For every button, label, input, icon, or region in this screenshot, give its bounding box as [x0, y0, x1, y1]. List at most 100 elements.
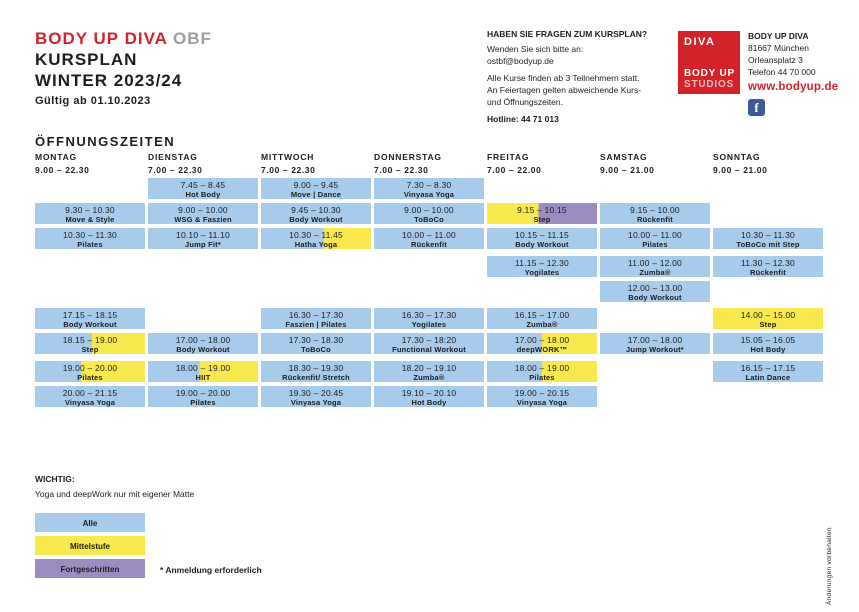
- questions-info1: Alle Kurse finden ab 3 Teilnehmern statt…: [487, 73, 640, 83]
- contact-street: Orleansplatz 3: [748, 55, 803, 65]
- opening-hours-heading: ÖFFNUNGSZEITEN: [35, 134, 176, 149]
- course-cell: 9.00 – 10.00 ToBoCo: [374, 203, 484, 224]
- course-time: 18.00 – 19.00: [175, 363, 231, 373]
- course-cell: 16.30 – 17.30 Faszien | Pilates: [261, 308, 371, 329]
- day-opening-hours: 9.00 – 21.00: [600, 165, 655, 175]
- facebook-icon: f: [748, 99, 765, 116]
- legend-fortgeschritten: Fortgeschritten: [35, 559, 145, 578]
- course-name: Body Workout: [63, 320, 117, 329]
- course-cell: 15.05 – 16.05 Hot Body: [713, 333, 823, 354]
- course-time: 9.45 – 10.30: [291, 205, 341, 215]
- course-cell: 14.00 – 15.00 Step: [713, 308, 823, 329]
- legend-mittelstufe: Mittelstufe: [35, 536, 145, 555]
- contact-name: BODY UP DIVA: [748, 31, 809, 41]
- brand-kursplan: KURSPLAN: [35, 50, 138, 69]
- course-cell: 9.30 – 10.30 Move & Style: [35, 203, 145, 224]
- course-cell: 10.15 – 11.15 Body Workout: [487, 228, 597, 249]
- course-cell: 17.00 – 18.00 Jump Workout*: [600, 333, 710, 354]
- legend-label: Fortgeschritten: [60, 565, 120, 574]
- course-name: Pilates: [190, 398, 216, 407]
- course-name: Body Workout: [176, 345, 230, 354]
- course-name: Vinyasa Yoga: [403, 190, 455, 199]
- course-time: 19.00 – 20.00: [62, 363, 118, 373]
- course-time: 10.30 – 11.30: [741, 230, 795, 240]
- course-cell: 19.00 – 20.00 Pilates: [148, 386, 258, 407]
- changes-reserved-note: Änderungen vorbehalten: [826, 527, 833, 605]
- course-cell: 9.15 – 10.15 Step: [487, 203, 597, 224]
- course-name: Rückenfit: [411, 240, 447, 249]
- course-cell: 20.00 – 21.15 Vinyasa Yoga: [35, 386, 145, 407]
- course-name: Zumba®: [413, 373, 445, 382]
- legend-label: Mittelstufe: [70, 542, 110, 551]
- course-name: Vinyasa Yoga: [64, 398, 116, 407]
- course-name: Vinyasa Yoga: [516, 398, 568, 407]
- course-name: deepWORK™: [516, 345, 568, 354]
- course-time: 14.00 – 15.00: [740, 310, 796, 320]
- hotline: Hotline: 44 71 013: [487, 114, 559, 124]
- course-name: Rückenfit: [750, 268, 786, 277]
- brand-title: BODY UP DIVA OBF: [35, 28, 212, 49]
- course-time: 12.00 – 13.00: [627, 283, 683, 293]
- day-header-dienstag: DIENSTAG 7.00 – 22.30: [148, 152, 258, 175]
- course-time: 7.30 – 8.30: [406, 180, 452, 190]
- day-name: MONTAG: [35, 152, 77, 162]
- course-cell: 18.15 – 19.00 Step: [35, 333, 145, 354]
- course-cell: 18.20 – 19.10 Zumba®: [374, 361, 484, 382]
- course-name: ToBoCo: [301, 345, 331, 354]
- day-header-donnerstag: DONNERSTAG 7.00 – 22.30: [374, 152, 484, 175]
- day-opening-hours: 9.00 – 22.30: [35, 165, 90, 175]
- course-name: Pilates: [529, 373, 555, 382]
- course-time: 11.15 – 12.30: [515, 258, 569, 268]
- course-name: Hot Body: [185, 190, 221, 199]
- course-name: Rückenfit/ Stretch: [282, 373, 350, 382]
- course-cell: 19.00 – 20.00 Pilates: [35, 361, 145, 382]
- course-cell: 17.30 – 18:20 Functional Workout: [374, 333, 484, 354]
- course-name: Step: [759, 320, 777, 329]
- day-name: MITTWOCH: [261, 152, 315, 162]
- course-cell: 10.00 – 11.00 Pilates: [600, 228, 710, 249]
- course-time: 16.30 – 17.30: [401, 310, 457, 320]
- course-time: 9.00 – 10.00: [404, 205, 454, 215]
- contact-block: BODY UP DIVA 81667 München Orleansplatz …: [748, 30, 838, 116]
- course-time: 19.30 – 20.45: [288, 388, 344, 398]
- course-cell: 18.30 – 19.30 Rückenfit/ Stretch: [261, 361, 371, 382]
- course-cell: 19.10 – 20.10 Hot Body: [374, 386, 484, 407]
- course-name: Step: [533, 215, 551, 224]
- course-name: Pilates: [77, 373, 103, 382]
- day-opening-hours: 9.00 – 21.00: [713, 165, 768, 175]
- day-opening-hours: 7.00 – 22.30: [374, 165, 429, 175]
- day-header-mittwoch: MITTWOCH 7.00 – 22.30: [261, 152, 371, 175]
- legend-alle: Alle: [35, 513, 145, 532]
- course-name: Faszien | Pilates: [285, 320, 347, 329]
- course-name: Pilates: [642, 240, 668, 249]
- course-time: 10.00 – 11.00: [402, 230, 456, 240]
- brand-block: BODY UP DIVA OBF KURSPLAN WINTER 2023/24…: [35, 28, 212, 107]
- day-name: DONNERSTAG: [374, 152, 442, 162]
- course-time: 10.30 – 11.45: [289, 230, 343, 240]
- course-time: 10.15 – 11.15: [515, 230, 569, 240]
- contact-email: ostbf@bodyup.de: [487, 56, 554, 66]
- day-name: DIENSTAG: [148, 152, 198, 162]
- course-cell: 10.30 – 11.30 ToBoCo mit Step: [713, 228, 823, 249]
- course-cell: 10.30 – 11.30 Pilates: [35, 228, 145, 249]
- course-time: 18.00 – 19.00: [514, 363, 570, 373]
- course-name: Rückenfit: [637, 215, 673, 224]
- course-cell: 11.15 – 12.30 Yogilates: [487, 256, 597, 277]
- course-time: 16.15 – 17.00: [514, 310, 570, 320]
- course-time: 10.30 – 11.30: [63, 230, 117, 240]
- course-cell: 7.45 – 8.45 Hot Body: [148, 178, 258, 199]
- course-cell: 10.00 – 11.00 Rückenfit: [374, 228, 484, 249]
- course-cell: 12.00 – 13.00 Body Workout: [600, 281, 710, 302]
- bodyup-logo: DIVA BODY UP STUDIOS: [678, 31, 740, 94]
- course-time: 17.30 – 18:20: [401, 335, 457, 345]
- course-time: 17.00 – 18.00: [175, 335, 231, 345]
- course-time: 18.20 – 19.10: [401, 363, 457, 373]
- course-time: 16.15 – 17.15: [740, 363, 796, 373]
- course-cell: 16.30 – 17.30 Yogilates: [374, 308, 484, 329]
- questions-info3: und Öffnungszeiten.: [487, 97, 563, 107]
- wichtig-note: Yoga und deepWork nur mit eigener Matte: [35, 489, 195, 499]
- course-time: 17.30 – 18.30: [288, 335, 344, 345]
- day-opening-hours: 7.00 – 22.30: [148, 165, 203, 175]
- course-time: 20.00 – 21.15: [62, 388, 118, 398]
- course-name: Hot Body: [750, 345, 786, 354]
